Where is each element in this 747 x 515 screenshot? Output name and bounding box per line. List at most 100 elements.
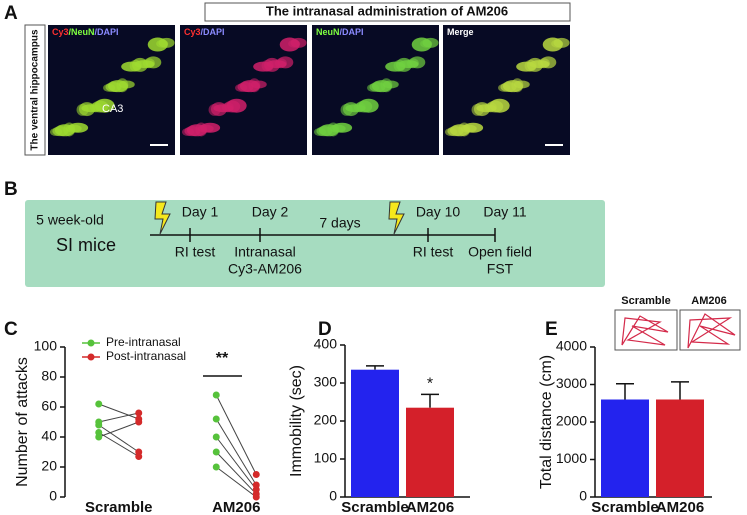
- y-axis-title: Number of attacks: [14, 357, 31, 487]
- event-label: Intranasal: [234, 244, 295, 260]
- panel-label: A: [4, 3, 18, 24]
- y-tick-label: 2000: [556, 413, 587, 429]
- y-tick-label: 20: [41, 458, 57, 474]
- event-label: Cy3-AM206: [228, 261, 302, 277]
- track: [621, 315, 669, 346]
- pair-line: [98, 432, 140, 457]
- cell: [540, 56, 557, 69]
- panel-label: C: [4, 319, 18, 340]
- interval: 7 days: [319, 215, 360, 231]
- panel-label: B: [4, 179, 18, 200]
- cell: [94, 98, 115, 113]
- data-point: [95, 400, 103, 408]
- cell: [553, 37, 570, 48]
- pair-line: [215, 436, 257, 490]
- legend-marker: [87, 353, 95, 361]
- legend-label: Post-intranasal: [106, 349, 186, 363]
- legend-label: Pre-intranasal: [106, 335, 181, 349]
- cell: [332, 122, 353, 133]
- cell: [409, 56, 426, 69]
- pair-line: [98, 412, 139, 423]
- cell: [158, 37, 175, 48]
- track: [687, 313, 736, 349]
- y-tick-label: 0: [579, 488, 587, 504]
- y-tick-label: 3000: [556, 375, 587, 391]
- channel-name: /NeuN: [69, 27, 95, 37]
- event-label: FST: [487, 261, 514, 277]
- panel-label: E: [545, 319, 558, 340]
- cell: [422, 37, 439, 48]
- cell: [290, 37, 307, 48]
- y-tick-label: 0: [329, 488, 337, 504]
- y-tick-label: 100: [314, 450, 338, 466]
- y-tick-label: 400: [314, 336, 338, 352]
- y-tick-label: 60: [41, 398, 57, 414]
- data-point: [212, 463, 220, 471]
- pair-line: [215, 466, 257, 498]
- panel-label: D: [318, 319, 332, 340]
- pair-line: [215, 451, 257, 495]
- cell: [358, 98, 379, 113]
- channel-label: Cy3/DAPI: [184, 27, 225, 37]
- day-label: Day 1: [182, 204, 219, 220]
- day-label: Day 10: [416, 204, 461, 220]
- data-point: [95, 421, 103, 429]
- cell: [226, 98, 247, 113]
- y-tick-label: 200: [314, 412, 338, 428]
- pair-line: [215, 418, 257, 486]
- pair-line: [98, 424, 140, 453]
- data-point: [135, 418, 143, 426]
- channel-name: /DAPI: [340, 27, 364, 37]
- cell: [277, 56, 294, 69]
- day-label: Day 11: [483, 204, 527, 220]
- data-point: [212, 415, 220, 423]
- data-point: [252, 493, 260, 501]
- y-tick-label: 100: [34, 338, 58, 354]
- channel-name: Cy3: [52, 27, 69, 37]
- cell: [145, 56, 162, 69]
- legend-marker: [87, 339, 95, 347]
- cell: [489, 98, 510, 113]
- significance: *: [427, 376, 433, 393]
- channel-name: NeuN: [316, 27, 340, 37]
- region-label: CA3: [102, 103, 123, 115]
- x-tick-label: Scramble: [85, 499, 153, 515]
- data-point: [135, 453, 143, 460]
- timeline-box: [25, 200, 605, 287]
- side-label: The ventral hippocampus: [30, 29, 41, 151]
- event-label: RI test: [413, 244, 454, 260]
- x-tick-label: AM206: [406, 499, 454, 515]
- subject: 5 week-old: [36, 212, 104, 228]
- pair-line: [98, 403, 139, 420]
- data-point: [135, 409, 143, 417]
- y-tick-label: 0: [49, 488, 57, 504]
- x-tick-label: AM206: [212, 499, 260, 515]
- x-tick-label: AM206: [656, 499, 704, 515]
- cell: [513, 80, 530, 89]
- header-box: [204, 2, 571, 22]
- stimulus-icon: [154, 201, 171, 235]
- cell: [463, 122, 484, 133]
- cell: [200, 122, 221, 133]
- x-tick-label: Scramble: [591, 499, 659, 515]
- pair-line: [215, 394, 257, 475]
- channel-name: /DAPI: [95, 27, 119, 37]
- bar: [406, 407, 454, 497]
- channel-label: Cy3/NeuN/DAPI: [52, 27, 119, 37]
- channel-name: /DAPI: [201, 27, 225, 37]
- event-label: Open field: [468, 244, 532, 260]
- cell: [382, 80, 399, 89]
- bar: [656, 399, 704, 497]
- y-tick-label: 4000: [556, 338, 587, 354]
- channel-name: Cy3: [184, 27, 201, 37]
- panel-a-title: The intranasal administration of AM206: [266, 3, 508, 18]
- of-label: Scramble: [621, 295, 671, 307]
- data-point: [252, 471, 260, 478]
- bar: [351, 369, 399, 497]
- y-tick-label: 80: [41, 368, 57, 384]
- channel-label: Merge: [447, 27, 474, 37]
- significance: **: [216, 350, 229, 367]
- y-axis-title: Total distance (cm): [538, 355, 555, 489]
- y-axis-title: Immobility (sec): [288, 365, 305, 477]
